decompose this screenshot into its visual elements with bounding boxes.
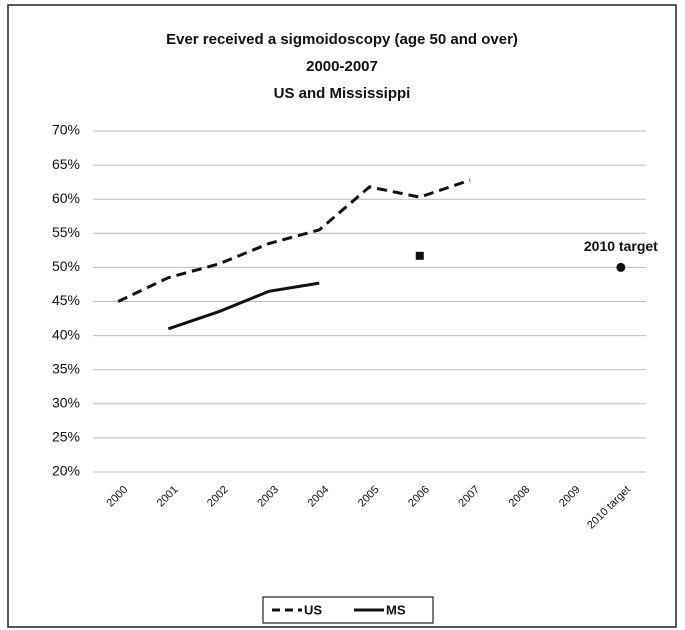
- y-tick-label: 30%: [52, 395, 80, 411]
- y-tick-label: 50%: [52, 258, 80, 274]
- x-tick-label: 2005: [356, 484, 382, 510]
- y-tick-label: 25%: [52, 429, 80, 445]
- chart-title: 2000-2007: [306, 58, 378, 75]
- y-tick-label: 20%: [52, 463, 80, 479]
- series-line: [117, 178, 471, 303]
- x-tick-label: 2002: [205, 484, 231, 510]
- x-tick-label: 2010 target: [585, 484, 633, 532]
- x-tick-label: 2004: [306, 484, 332, 510]
- y-tick-label: 45%: [52, 292, 80, 308]
- chart-border: [7, 4, 677, 628]
- x-tick-label: 2006: [406, 484, 432, 510]
- x-tick-label: 2001: [155, 484, 181, 510]
- x-tick-label: 2003: [255, 484, 281, 510]
- legend-label: US: [304, 602, 322, 617]
- point-marker: [415, 251, 424, 260]
- y-tick-label: 40%: [52, 326, 80, 342]
- series-line: [167, 281, 320, 331]
- x-tick-label: 2008: [507, 484, 533, 510]
- y-tick-label: 65%: [52, 156, 80, 172]
- legend-label: MS: [386, 602, 406, 617]
- chart-title: Ever received a sigmoidoscopy (age 50 an…: [166, 31, 518, 48]
- x-tick-label: 2007: [456, 484, 482, 510]
- y-tick-label: 35%: [52, 360, 80, 376]
- x-tick-label: 2000: [105, 484, 131, 510]
- y-tick-label: 70%: [52, 122, 80, 138]
- y-tick-label: 60%: [52, 190, 80, 206]
- chart-title: US and Mississippi: [274, 85, 411, 102]
- y-tick-label: 55%: [52, 224, 80, 240]
- point-marker: [616, 262, 626, 272]
- x-tick-label: 2009: [557, 484, 583, 510]
- annotation: 2010 target: [584, 238, 658, 254]
